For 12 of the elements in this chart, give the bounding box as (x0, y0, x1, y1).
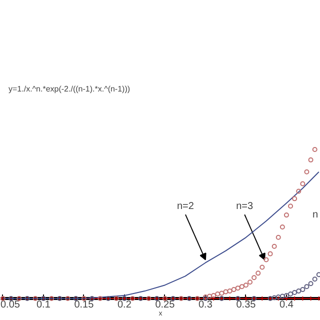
annotation: n (312, 210, 318, 220)
annotation: n=3 (236, 200, 254, 212)
x-tick-label: 0.25 (155, 300, 176, 310)
x-tick-label: 0.15 (74, 300, 94, 310)
x-tick-label: 0.2 (118, 300, 132, 310)
x-tick-label: 0.35 (236, 300, 256, 310)
x-tick-label: 0.05 (0, 300, 20, 310)
annotation: n=2 (176, 200, 194, 212)
text: y=1./x.^n.*exp(-2./((n-1).*x.^(n-1))) (8, 84, 130, 94)
x-tick-label: 0.4 (280, 300, 294, 310)
x-tick-label: 0.1 (36, 300, 51, 310)
x-tick-label: 0.3 (198, 300, 213, 310)
